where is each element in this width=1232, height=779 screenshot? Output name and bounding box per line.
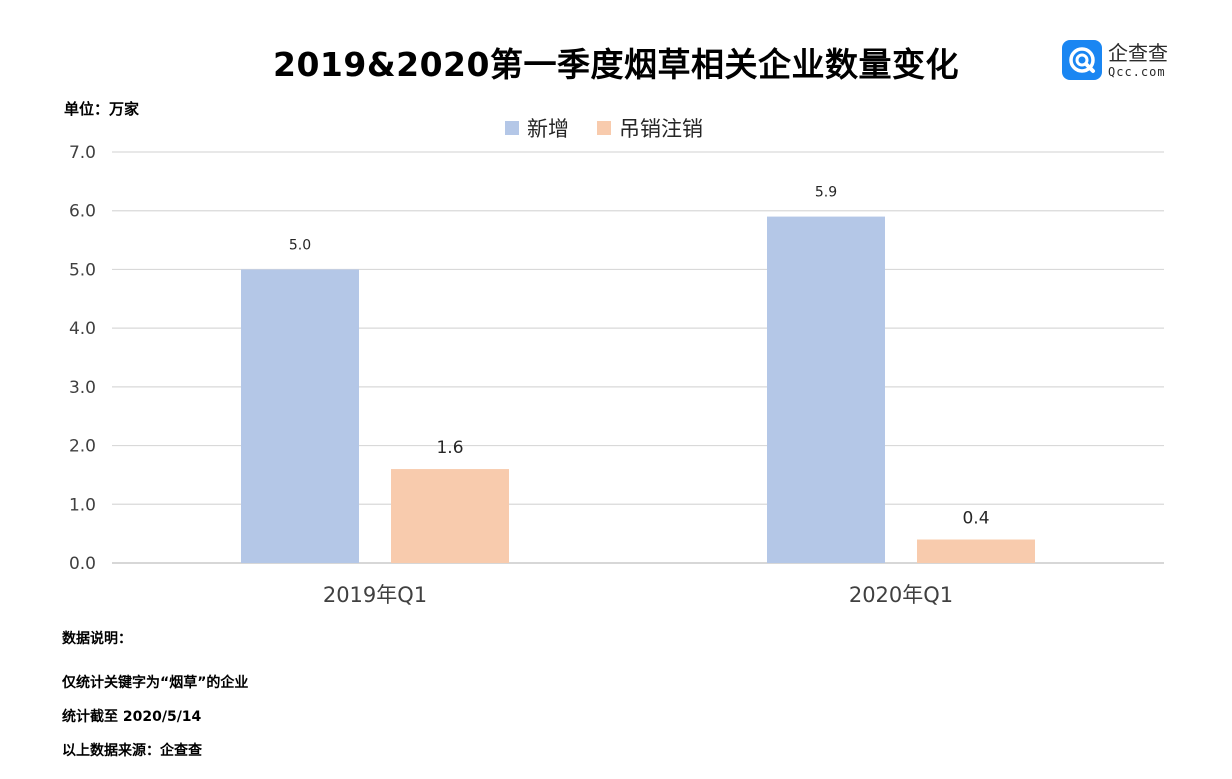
x-tick-label: 2020年Q1 [849, 583, 953, 607]
logo-name: 企查查 [1108, 40, 1168, 65]
logo-url: Qcc.com [1108, 64, 1166, 79]
y-tick-label: 2.0 [69, 437, 96, 457]
data-label: 0.4 [962, 509, 989, 529]
y-tick-label: 6.0 [69, 202, 96, 222]
bar [767, 216, 885, 564]
y-tick-label: 4.0 [69, 319, 96, 339]
bar [241, 269, 359, 563]
notes-heading: 数据说明： [62, 631, 132, 647]
notes-line-3: 以上数据来源：企查查 [62, 743, 202, 759]
y-tick-label: 0.0 [69, 554, 96, 574]
legend-swatch [505, 121, 519, 135]
bar [917, 539, 1035, 563]
legend-label: 新增 [527, 117, 569, 141]
legend-label: 吊销注销 [619, 117, 703, 141]
legend-swatch [597, 121, 611, 135]
y-tick-label: 1.0 [69, 495, 96, 515]
data-label: 5.0 [289, 237, 311, 253]
y-tick-label: 5.0 [69, 260, 96, 280]
data-label: 1.6 [436, 438, 463, 458]
notes-line-1: 仅统计关键字为“烟草”的企业 [62, 675, 249, 691]
y-tick-label: 3.0 [69, 378, 96, 398]
data-label: 5.9 [815, 185, 837, 201]
qcc-logo-icon [1062, 40, 1102, 80]
bar [391, 469, 509, 563]
chart-title: 2019&2020第一季度烟草相关企业数量变化 [273, 45, 959, 84]
qcc-logo: 企查查 Qcc.com [1062, 40, 1168, 80]
notes-line-2: 统计截至 2020/5/14 [62, 709, 202, 725]
unit-label: 单位：万家 [64, 100, 140, 118]
x-tick-label: 2019年Q1 [323, 583, 427, 607]
y-tick-label: 7.0 [69, 143, 96, 163]
